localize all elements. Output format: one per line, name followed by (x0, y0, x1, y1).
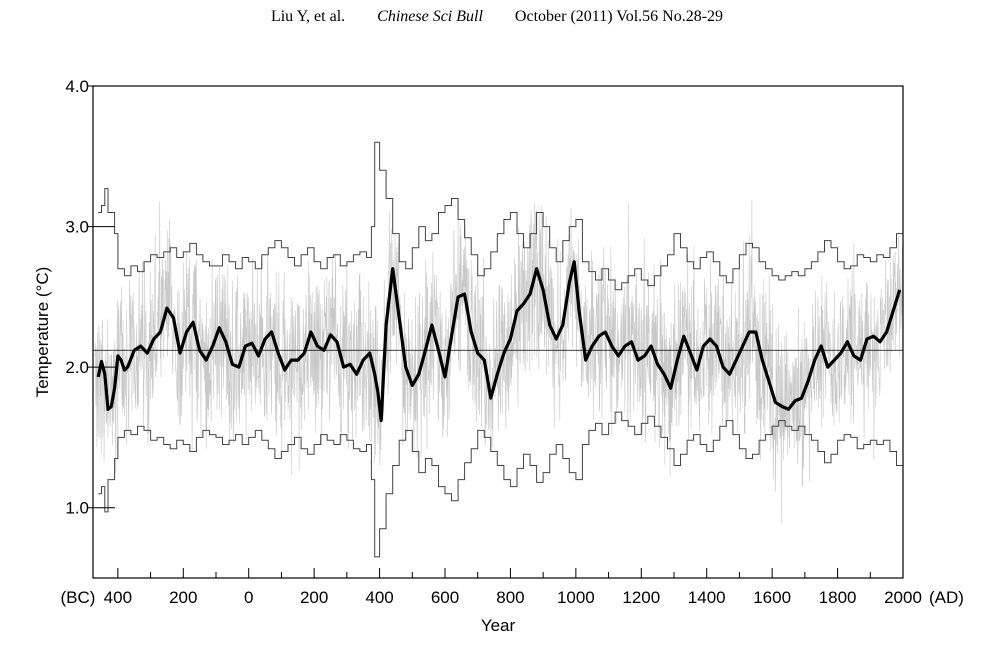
x-axis: 400 200 0 200 400 600 800 1000 1200 1400 1600 1800 2… (104, 568, 922, 607)
plot-frame (92, 85, 904, 579)
x-tick-label: 400 (104, 588, 132, 607)
y-axis-title: Temperature (°C) (33, 267, 52, 398)
lower-bound-line (98, 411, 904, 558)
x-tick-label: 2000 (884, 588, 922, 607)
x-tick-label: 600 (431, 588, 459, 607)
x-tick-label: 400 (365, 588, 393, 607)
series-layer (96, 141, 904, 558)
x-tick-label: 0 (244, 588, 253, 607)
header-issue: October (2011) Vol.56 No.28-29 (514, 8, 724, 25)
upper-bound-line (98, 141, 904, 291)
header-authors: Liu Y, et al. (270, 8, 346, 25)
annual-values-band (94, 199, 904, 524)
x-tick-label: 1000 (557, 588, 595, 607)
x-tick-label: 1600 (753, 588, 791, 607)
x-tick-label: 1400 (688, 588, 726, 607)
x-axis-bc-label: (BC) (61, 588, 96, 607)
y-tick-label: 1.0 (65, 499, 89, 518)
header-journal: Chinese Sci Bull (377, 8, 483, 25)
running-header: Liu Y, et al. Chinese Sci Bull October (… (0, 8, 994, 26)
x-tick-label: 1200 (622, 588, 660, 607)
y-tick-label: 2.0 (65, 358, 89, 377)
y-axis: 1.0 2.0 3.0 4.0 (65, 77, 115, 518)
x-tick-label: 200 (300, 588, 328, 607)
x-tick-label: 200 (169, 588, 197, 607)
smoothed-temperature-line (96, 260, 902, 423)
y-tick-label: 3.0 (65, 218, 89, 237)
x-tick-label: 1800 (819, 588, 857, 607)
x-axis-title: Year (481, 616, 516, 635)
x-tick-label: 800 (496, 588, 524, 607)
y-tick-label: 4.0 (65, 77, 89, 96)
x-axis-ad-label: (AD) (929, 588, 964, 607)
annual-values-line (94, 199, 904, 524)
